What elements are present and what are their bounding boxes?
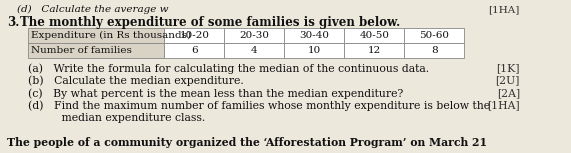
Text: 30-40: 30-40 — [299, 31, 329, 40]
Text: 12: 12 — [368, 46, 381, 55]
Bar — [28, 43, 164, 58]
Text: 4: 4 — [251, 46, 258, 55]
Text: 6: 6 — [191, 46, 198, 55]
Text: (c)   By what percent is the mean less than the median expenditure?: (c) By what percent is the mean less tha… — [28, 88, 403, 99]
Text: (d)   Calculate the average w: (d) Calculate the average w — [17, 5, 168, 14]
Text: 50-60: 50-60 — [420, 31, 449, 40]
Bar — [224, 43, 284, 58]
Text: (d)   Find the maximum number of families whose monthly expenditure is below the: (d) Find the maximum number of families … — [28, 101, 490, 111]
Text: 10: 10 — [308, 46, 321, 55]
Text: 40-50: 40-50 — [359, 31, 389, 40]
Bar — [344, 28, 404, 43]
Bar — [404, 43, 464, 58]
Text: (a)   Write the formula for calculating the median of the continuous data.: (a) Write the formula for calculating th… — [28, 63, 429, 74]
Bar — [164, 28, 224, 43]
Text: [1HA]: [1HA] — [488, 5, 520, 14]
Bar — [284, 43, 344, 58]
Text: 8: 8 — [431, 46, 438, 55]
Text: Number of families: Number of families — [31, 46, 132, 55]
Bar — [344, 43, 404, 58]
Text: 10-20: 10-20 — [179, 31, 210, 40]
Bar — [404, 28, 464, 43]
Text: The people of a community organized the ‘Afforestation Program’ on March 21: The people of a community organized the … — [7, 137, 488, 148]
Text: [2A]: [2A] — [497, 88, 520, 98]
Bar — [164, 43, 224, 58]
Text: The monthly expenditure of some families is given below.: The monthly expenditure of some families… — [21, 16, 401, 29]
Text: median expenditure class.: median expenditure class. — [45, 113, 206, 123]
Bar — [284, 28, 344, 43]
Text: Expenditure (in Rs thousands): Expenditure (in Rs thousands) — [31, 31, 191, 40]
Text: [2U]: [2U] — [496, 75, 520, 86]
Text: [1K]: [1K] — [496, 63, 520, 73]
Bar — [28, 28, 164, 43]
Text: 3.: 3. — [7, 16, 20, 29]
Text: 20-30: 20-30 — [239, 31, 270, 40]
Text: (b)   Calculate the median expenditure.: (b) Calculate the median expenditure. — [28, 75, 243, 86]
Bar — [224, 28, 284, 43]
Text: [1HA]: [1HA] — [487, 101, 520, 110]
